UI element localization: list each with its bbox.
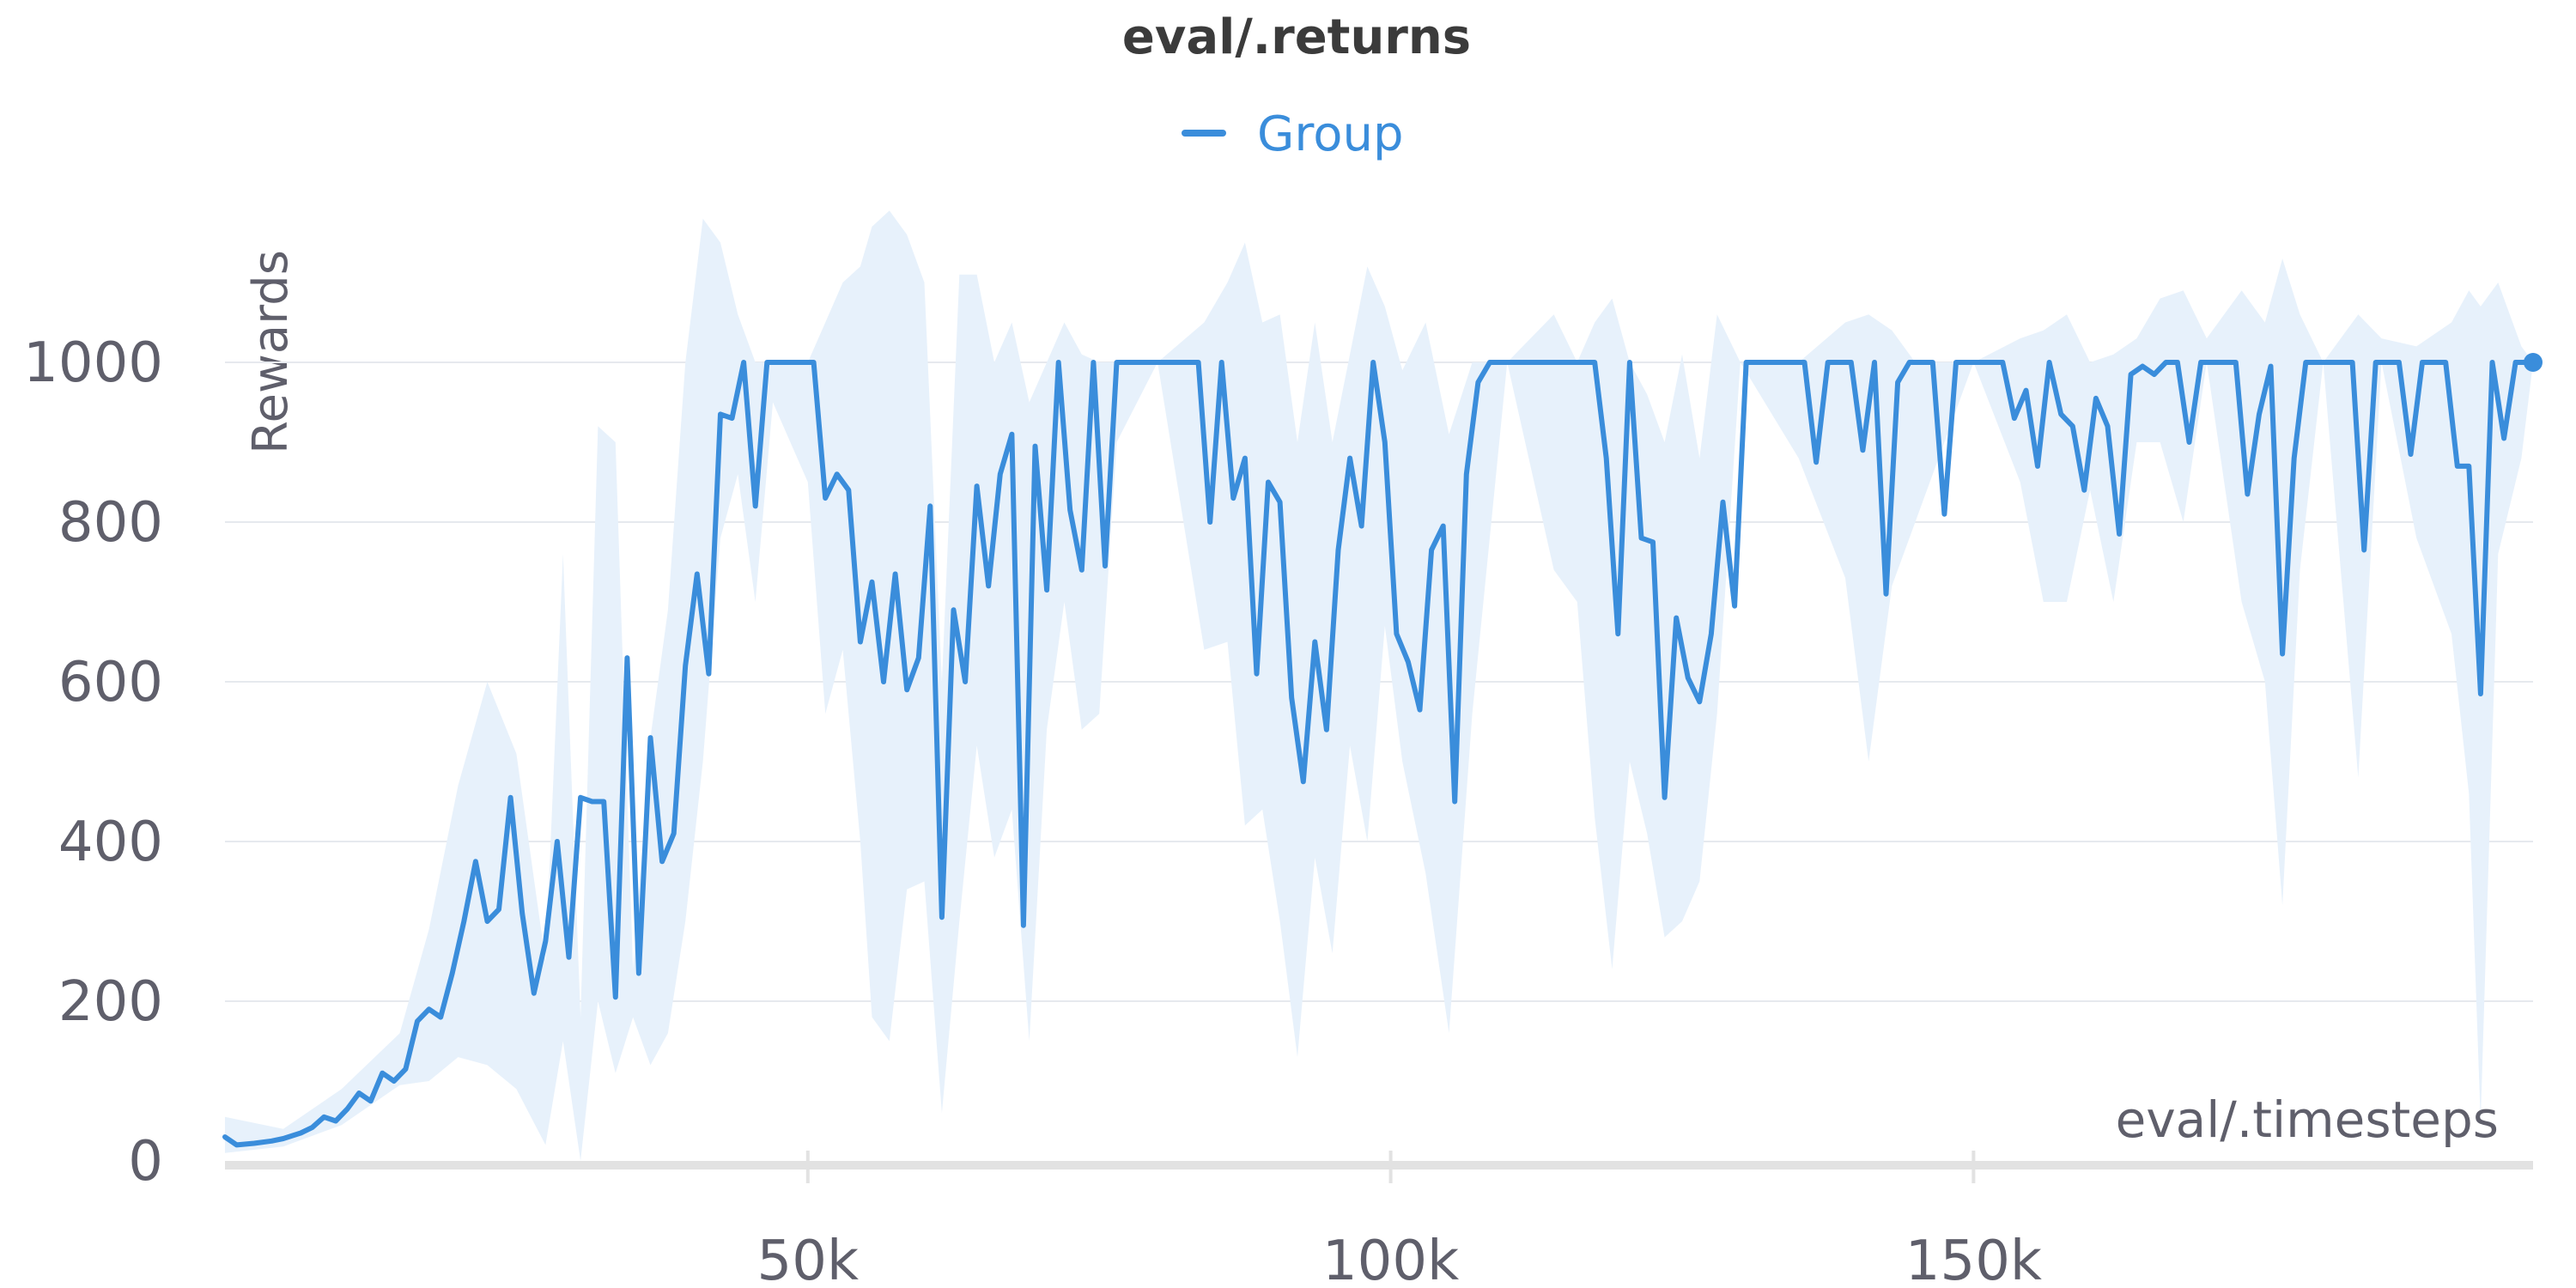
plot-area[interactable]: 0 200 400 600 800 1000 50k 100k 150k [23, 210, 2543, 1288]
x-tick-label: 50k [757, 1230, 860, 1288]
x-tick-label: 150k [1905, 1230, 2042, 1288]
y-tick-label: 600 [58, 651, 163, 714]
y-tick-label: 400 [58, 811, 163, 874]
x-axis-label: eval/.timesteps [2116, 1091, 2499, 1149]
y-axis-label: Rewards [243, 250, 299, 454]
legend-label-group: Group [1257, 106, 1404, 162]
y-tick-label: 1000 [23, 331, 163, 395]
legend[interactable]: Group [1182, 106, 1404, 162]
series-end-point[interactable] [2524, 353, 2543, 372]
series-line-group[interactable] [222, 360, 2536, 1148]
confidence-band [225, 210, 2533, 1161]
y-tick-label: 800 [58, 491, 163, 555]
y-tick-label: 200 [58, 970, 163, 1034]
x-tick-label: 100k [1322, 1230, 1459, 1288]
chart-title: eval/.returns [1122, 9, 1471, 65]
y-tick-label: 0 [128, 1130, 163, 1194]
